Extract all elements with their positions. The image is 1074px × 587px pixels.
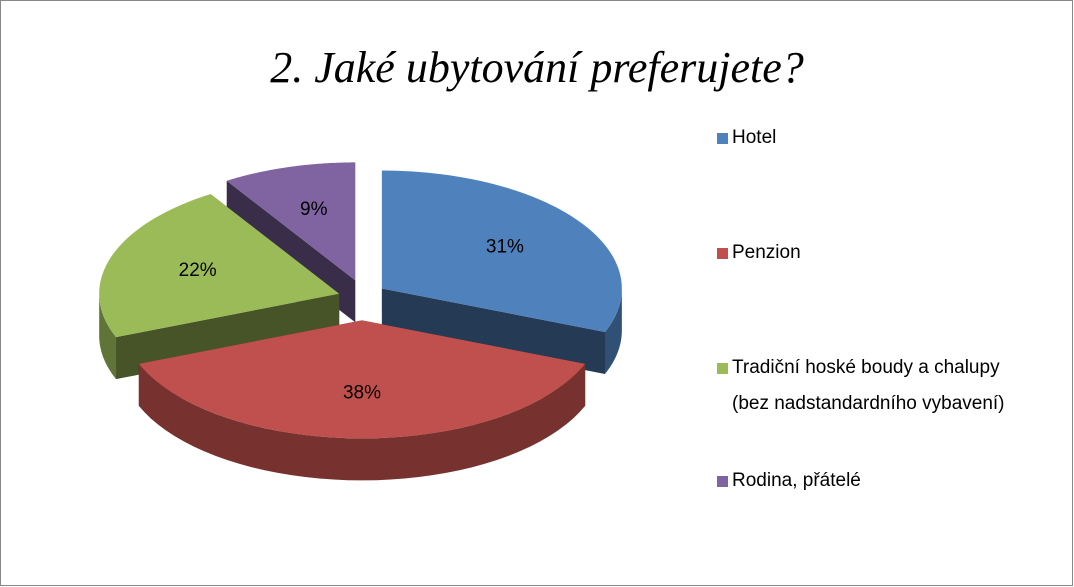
- legend-swatch: [717, 476, 728, 487]
- data-label: 22%: [179, 260, 217, 281]
- legend-label: Hotel: [732, 127, 777, 148]
- data-label: 9%: [300, 199, 328, 220]
- pie-slice-group: 22%: [99, 194, 340, 380]
- legend-label: Tradiční hoské boudy a chalupy (bez nads…: [732, 357, 1005, 414]
- pie-slice-wall: [381, 288, 605, 374]
- legend-swatch: [717, 133, 728, 144]
- pie-slice: [138, 320, 586, 439]
- pie-slice-side: [99, 293, 117, 380]
- pie-slice-side: [138, 363, 586, 481]
- legend-item: Rodina, přátelé: [715, 463, 1025, 499]
- pie-slice-group: 38%: [138, 320, 586, 481]
- legend-swatch: [717, 363, 728, 374]
- pie-slice-side: [604, 288, 622, 374]
- pie-slice: [381, 170, 622, 332]
- data-label: 38%: [343, 383, 381, 404]
- data-label: 31%: [486, 236, 524, 257]
- pie-slice-group: 31%: [381, 170, 622, 374]
- legend-swatch: [717, 248, 728, 259]
- legend-item: Hotel: [715, 120, 1025, 156]
- pie-slice: [226, 162, 356, 281]
- legend-item: Tradiční hoské boudy a chalupy (bez nads…: [715, 350, 1025, 422]
- pie-slice: [99, 194, 340, 338]
- legend-label: Penzion: [732, 242, 801, 263]
- legend-label: Rodina, přátelé: [732, 470, 861, 491]
- legend-item: Penzion: [715, 235, 1025, 271]
- chart-title: 2. Jaké ubytování preferujete?: [270, 43, 804, 92]
